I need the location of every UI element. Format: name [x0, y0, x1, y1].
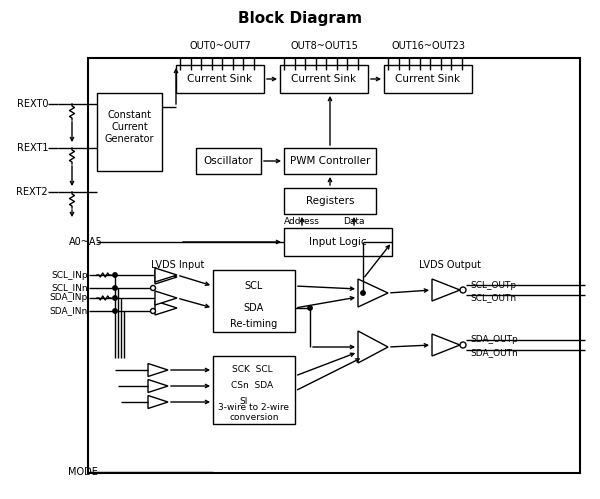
Text: PWM Controller: PWM Controller — [290, 156, 370, 166]
Text: SDA_INp: SDA_INp — [50, 293, 88, 302]
FancyBboxPatch shape — [284, 228, 392, 256]
FancyBboxPatch shape — [284, 188, 376, 214]
Polygon shape — [155, 268, 177, 282]
Text: Registers: Registers — [306, 196, 354, 206]
Text: REXT2: REXT2 — [16, 187, 48, 197]
Text: Current Sink: Current Sink — [292, 74, 356, 84]
Text: Data: Data — [343, 218, 365, 227]
FancyBboxPatch shape — [213, 270, 295, 332]
Circle shape — [113, 273, 117, 277]
Text: conversion: conversion — [229, 414, 279, 423]
Polygon shape — [155, 301, 177, 315]
Circle shape — [151, 285, 155, 290]
Circle shape — [113, 296, 117, 300]
Circle shape — [113, 309, 117, 313]
FancyBboxPatch shape — [384, 65, 472, 93]
Circle shape — [460, 287, 466, 293]
FancyBboxPatch shape — [196, 148, 261, 174]
Text: SCL_INp: SCL_INp — [52, 270, 88, 279]
Text: SCL: SCL — [245, 281, 263, 291]
Polygon shape — [148, 396, 168, 409]
FancyBboxPatch shape — [280, 65, 368, 93]
FancyBboxPatch shape — [213, 356, 295, 424]
Text: SCL_OUTp: SCL_OUTp — [470, 280, 516, 289]
Text: A0~A5: A0~A5 — [69, 237, 103, 247]
Circle shape — [361, 291, 365, 295]
Text: Current Sink: Current Sink — [187, 74, 253, 84]
FancyBboxPatch shape — [284, 148, 376, 174]
Text: Oscillator: Oscillator — [203, 156, 253, 166]
Text: SDA_INn: SDA_INn — [50, 306, 88, 315]
Text: OUT0~OUT7: OUT0~OUT7 — [189, 41, 251, 51]
Text: SCL_OUTn: SCL_OUTn — [470, 293, 516, 302]
Text: OUT16~OUT23: OUT16~OUT23 — [391, 41, 465, 51]
Text: MODE: MODE — [68, 467, 98, 477]
Polygon shape — [155, 291, 177, 305]
Circle shape — [113, 286, 117, 290]
Text: SCK  SCL: SCK SCL — [232, 365, 272, 375]
Text: LVDS Output: LVDS Output — [419, 260, 481, 270]
Polygon shape — [155, 270, 177, 284]
Polygon shape — [148, 363, 168, 377]
Text: Address: Address — [284, 218, 320, 227]
Text: SCL_INn: SCL_INn — [52, 283, 88, 292]
Text: OUT8~OUT15: OUT8~OUT15 — [290, 41, 358, 51]
Text: Input Logic: Input Logic — [309, 237, 367, 247]
Polygon shape — [432, 279, 460, 301]
Text: Block Diagram: Block Diagram — [238, 10, 362, 25]
Text: SDA_OUTp: SDA_OUTp — [470, 335, 518, 344]
FancyBboxPatch shape — [88, 58, 580, 473]
Text: Generator: Generator — [105, 134, 154, 144]
Text: SDA: SDA — [244, 303, 264, 313]
Text: CSn  SDA: CSn SDA — [231, 382, 273, 391]
Polygon shape — [148, 380, 168, 393]
Polygon shape — [358, 279, 388, 307]
Text: LVDS Input: LVDS Input — [151, 260, 205, 270]
Text: SDA_OUTn: SDA_OUTn — [470, 348, 518, 357]
FancyBboxPatch shape — [97, 93, 162, 171]
Text: Constant: Constant — [107, 110, 151, 120]
Polygon shape — [432, 334, 460, 356]
Circle shape — [308, 306, 312, 310]
Text: REXT0: REXT0 — [17, 99, 48, 109]
Circle shape — [151, 308, 155, 313]
Text: Re-timing: Re-timing — [230, 319, 278, 329]
Polygon shape — [358, 331, 388, 363]
Text: Current: Current — [111, 122, 148, 132]
Text: REXT1: REXT1 — [17, 143, 48, 153]
Text: Current Sink: Current Sink — [395, 74, 461, 84]
FancyBboxPatch shape — [176, 65, 264, 93]
Circle shape — [460, 342, 466, 348]
Text: SI: SI — [240, 398, 248, 407]
Text: 3-wire to 2-wire: 3-wire to 2-wire — [218, 404, 290, 413]
